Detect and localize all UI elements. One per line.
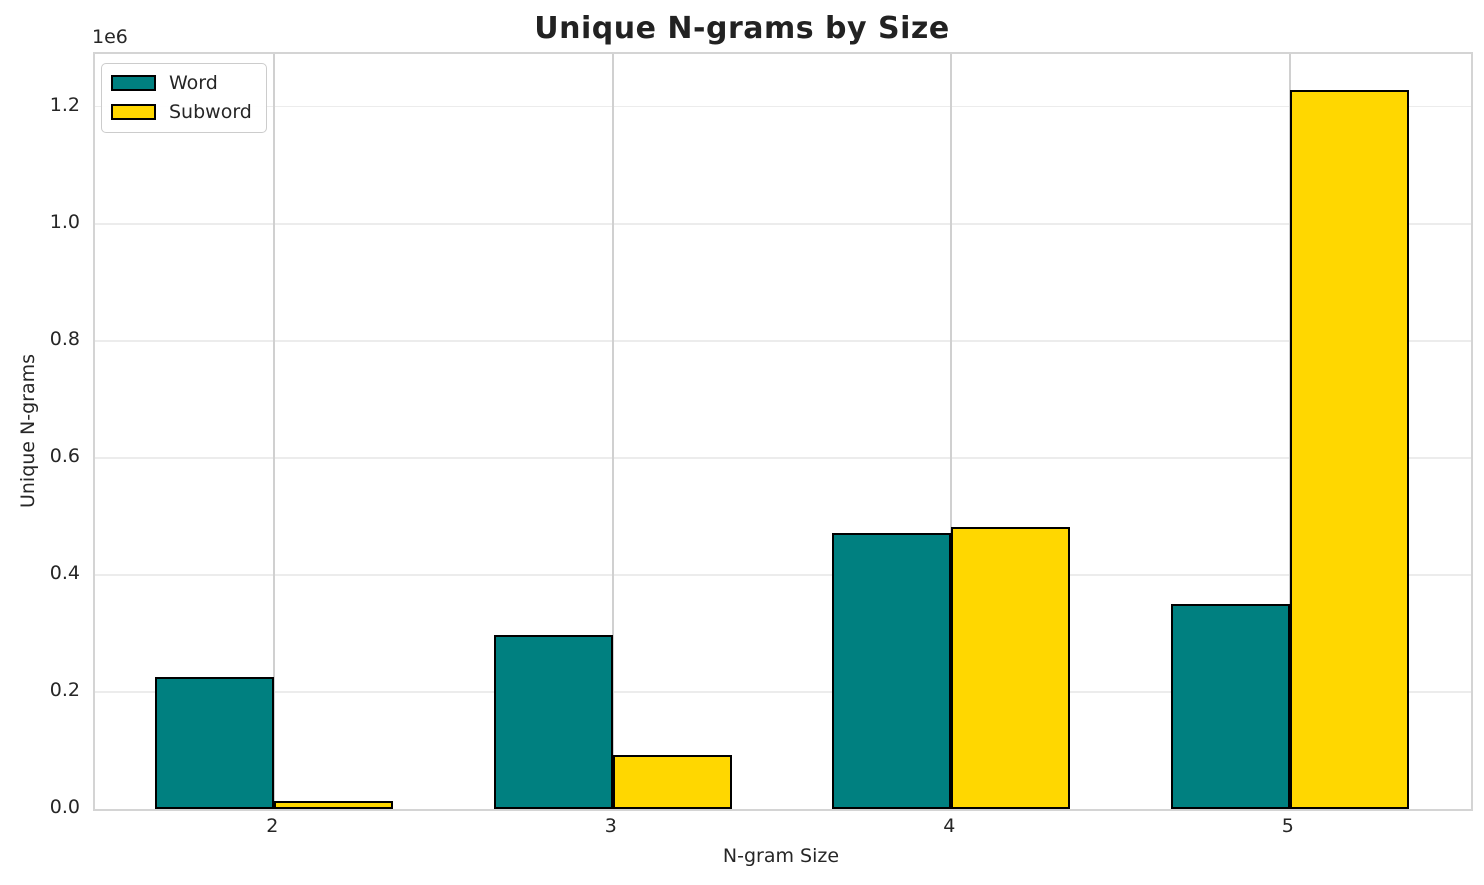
y-tick-label: 0.6 (49, 444, 80, 467)
bar-word-3 (493, 635, 613, 809)
gridline-horizontal (95, 574, 1471, 576)
gridline-horizontal (95, 691, 1471, 693)
y-tick-label: 0.8 (49, 327, 80, 350)
legend-label: Word (169, 72, 218, 94)
y-tick-label: 0.2 (49, 678, 80, 701)
bar-word-5 (1170, 603, 1290, 809)
bar-word-4 (832, 533, 952, 809)
gridline-horizontal (95, 222, 1471, 225)
chart-title: Unique N-grams by Size (534, 11, 950, 46)
legend-swatch-word (111, 75, 156, 91)
x-tick-label: 4 (943, 815, 956, 837)
gridline-vertical (611, 54, 614, 809)
bar-subword-5 (1289, 90, 1409, 809)
gridline-vertical (950, 54, 953, 809)
x-tick-label: 2 (266, 815, 279, 837)
y-axis-label: Unique N-grams (17, 353, 39, 509)
gridline-vertical (273, 54, 276, 809)
y-tick-label: 0.4 (49, 561, 80, 584)
gridline-horizontal (95, 339, 1471, 342)
gridline-horizontal (95, 105, 1471, 108)
y-axis-offset-text: 1e6 (92, 26, 128, 48)
bar-word-2 (155, 677, 275, 809)
bar-subword-2 (274, 801, 394, 809)
y-tick-label: 1.2 (49, 93, 80, 116)
legend-item-word: Word (111, 72, 252, 94)
plot-area (93, 52, 1473, 811)
x-tick-label: 5 (1281, 815, 1294, 837)
x-axis-label: N-gram Size (722, 845, 840, 867)
legend-item-subword: Subword (111, 101, 252, 123)
legend: Word Subword (101, 63, 267, 133)
legend-label: Subword (169, 101, 252, 123)
bar-subword-3 (612, 755, 732, 809)
y-tick-label: 1.0 (49, 210, 80, 233)
x-tick-label: 3 (604, 815, 617, 837)
y-tick-label: 0.0 (49, 796, 80, 818)
gridline-horizontal (95, 457, 1471, 459)
legend-swatch-subword (111, 104, 156, 120)
bar-subword-4 (951, 526, 1071, 809)
